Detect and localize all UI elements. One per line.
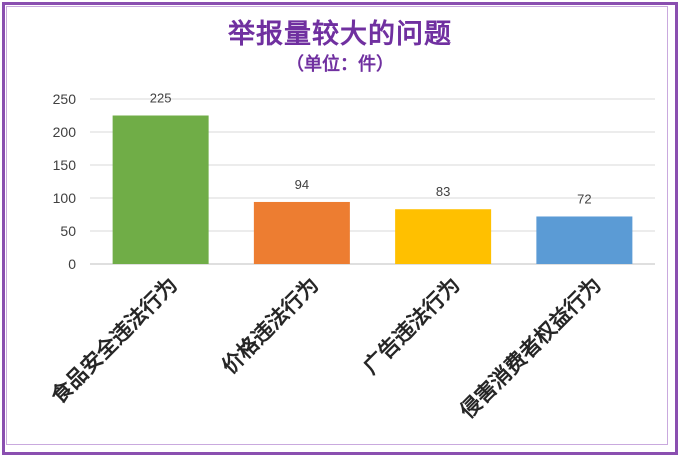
y-tick-label-0: 0 <box>68 256 76 272</box>
y-tick-label-50: 50 <box>60 223 76 239</box>
chart-inner-border <box>6 6 668 445</box>
bar-1 <box>112 115 209 264</box>
y-tick-label-250: 250 <box>53 91 77 107</box>
chart-title: 举报量较大的问题 <box>228 19 452 50</box>
data-label-3: 83 <box>436 184 450 199</box>
bar-2 <box>253 201 350 264</box>
category-label-1: 食品安全违法行为 <box>46 272 182 408</box>
chart-subtitle: （单位：件） <box>286 54 394 75</box>
data-label-2: 94 <box>295 177 309 192</box>
bar-4 <box>536 216 633 264</box>
category-label-4: 侵害消费者权益行为 <box>454 272 606 424</box>
data-label-4: 72 <box>577 191 591 206</box>
y-tick-label-100: 100 <box>53 190 77 206</box>
y-tick-label-150: 150 <box>53 157 77 173</box>
y-tick-label-200: 200 <box>53 124 77 140</box>
category-label-3: 广告违法行为 <box>358 272 465 379</box>
category-label-2: 价格违法行为 <box>217 272 324 379</box>
data-label-1: 225 <box>150 91 172 106</box>
bar-3 <box>395 209 492 264</box>
